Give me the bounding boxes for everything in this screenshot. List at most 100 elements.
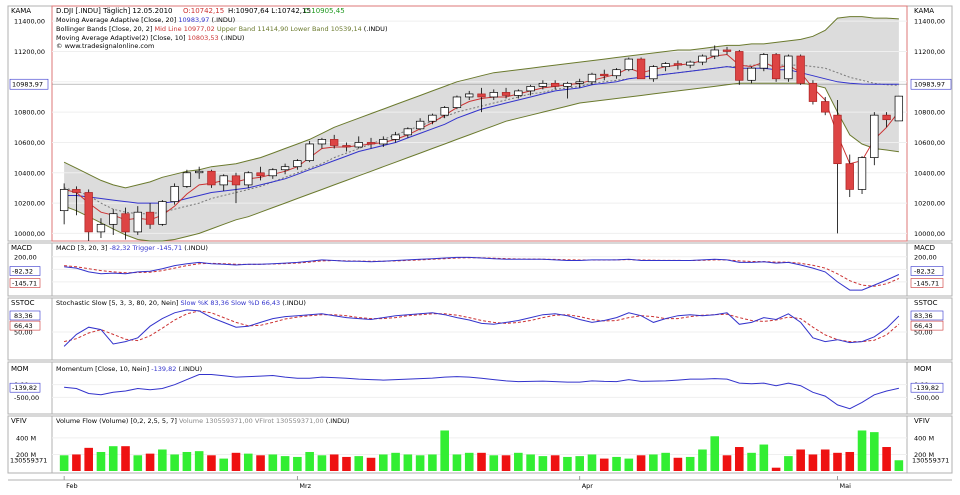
candle-body [121, 213, 130, 233]
volume-bar [293, 456, 302, 471]
candle-body [649, 66, 658, 80]
price-panel-name-right: KAMA [914, 7, 934, 15]
price-last-box-right [910, 78, 952, 90]
candle-body [501, 92, 511, 96]
volume-bar [464, 452, 474, 471]
candle-body [379, 139, 388, 145]
volume-bar [550, 455, 560, 471]
legend-sstoc: Stochastic Slow [5, 3, 3, 80, 20, Nein] … [56, 299, 306, 307]
x-axis-month-label: Mrz [299, 482, 311, 490]
candle-body [244, 172, 253, 186]
price-tick-label-left: 10400,00 [14, 169, 45, 177]
sstoc-last-value-left: 66,43 [14, 322, 33, 330]
candle-body [428, 114, 437, 122]
candle-body [538, 82, 548, 87]
volume-bar [563, 456, 572, 471]
volume-bar [317, 455, 327, 471]
header-hlc: H:10907,64 L:10742,15 [228, 7, 311, 15]
macd-line [64, 256, 900, 291]
price-panel-name: KAMA [11, 7, 31, 15]
vfiv-tick-label-left: 400 M [16, 434, 36, 442]
header-symbol: D.DJI [.INDU] Täglich] 12.05.2010 [56, 7, 173, 15]
candle-body [600, 73, 609, 77]
price-tick-label-left: 10600,00 [14, 139, 45, 147]
volume-bar [84, 447, 93, 471]
candle-body [526, 86, 535, 92]
volume-bar [833, 452, 842, 471]
candle-body [784, 55, 793, 80]
sstoc-last-box-left [9, 310, 41, 321]
header-copyright: © www.tradesignalonline.com [56, 42, 154, 50]
candle-body [857, 157, 867, 190]
macd-last-value-left: -82,32 [12, 268, 33, 276]
mom-panel-name: MOM [11, 365, 29, 373]
candle-body [796, 55, 805, 84]
macd-tick-label-left: 200,00 [14, 253, 37, 261]
volume-bar [231, 452, 241, 471]
candle-body [514, 90, 523, 96]
x-axis-month-label: Apr [582, 482, 594, 490]
mom-last-value-right: -139,82 [914, 384, 939, 392]
volume-bar [514, 452, 523, 471]
macd-panel-name-right: MACD [914, 244, 935, 252]
candle-body [747, 67, 756, 81]
legend-kama2-label: Moving Average Adaptive(2) [Close, 10] 1… [56, 34, 244, 42]
candle-body [256, 172, 265, 177]
bollinger-lower-line [63, 82, 899, 242]
vfiv-panel-name: VFIV [11, 417, 27, 425]
price-plot-border [51, 5, 908, 242]
price-tick-label-left: 10800,00 [14, 109, 45, 117]
volume-bar [354, 456, 364, 471]
volume-bar [612, 456, 621, 471]
candle-body [771, 54, 781, 80]
candle-body [722, 49, 732, 52]
volume-bar [587, 454, 597, 471]
volume-bar [501, 455, 511, 471]
macd-last-box-left [9, 266, 41, 276]
mom-panel-name-right: MOM [914, 365, 932, 373]
legend-kama-label: Moving Average Adaptive [Close, 20] 1098… [56, 16, 235, 24]
volume-bar [391, 452, 400, 471]
price-tick-label-right: 11400,00 [914, 18, 945, 26]
candle-body [59, 189, 69, 212]
price-tick-label-right: 10800,00 [914, 109, 945, 117]
price-tick-label-left: 10200,00 [14, 200, 45, 208]
volume-bar [808, 454, 818, 471]
volume-bar [194, 451, 204, 471]
volume-bar [440, 430, 449, 471]
volume-bar [108, 446, 118, 471]
candle-body [550, 82, 560, 87]
vfiv-last-value-left: 130559371 [10, 456, 47, 464]
candle-body [195, 170, 204, 174]
candle-body [894, 95, 904, 122]
volume-bar [219, 458, 229, 471]
candle-body [293, 160, 302, 168]
candle-body [882, 114, 891, 121]
stoch-slow-k-line [63, 309, 900, 347]
volume-bar [415, 455, 425, 471]
candle-body [207, 170, 216, 186]
candle-body [440, 107, 449, 116]
volume-bar [734, 447, 744, 471]
x-axis-month-label: Feb [66, 482, 78, 490]
volume-bar [636, 455, 646, 471]
candle-body [636, 58, 646, 80]
volume-bar [489, 455, 499, 471]
volume-bar [96, 451, 106, 471]
candle-body [96, 223, 106, 233]
volume-bar [59, 455, 69, 471]
candle-body [268, 169, 277, 177]
sstoc-panel-name-right: SSTOC [914, 299, 938, 307]
candle-body [735, 51, 744, 81]
legend-vfiv: Volume Flow (Volume) [0,2, 2,5, 5, 7] Vo… [56, 417, 349, 425]
candle-body [489, 92, 498, 98]
candle-body [109, 213, 118, 225]
candle-body [403, 128, 413, 136]
volume-bar [256, 455, 265, 471]
volume-bar [796, 449, 805, 471]
macd-last-box-right [910, 266, 944, 276]
price-tick-label-right: 10200,00 [914, 200, 945, 208]
candle-body [145, 211, 155, 225]
candle-body [673, 63, 683, 66]
